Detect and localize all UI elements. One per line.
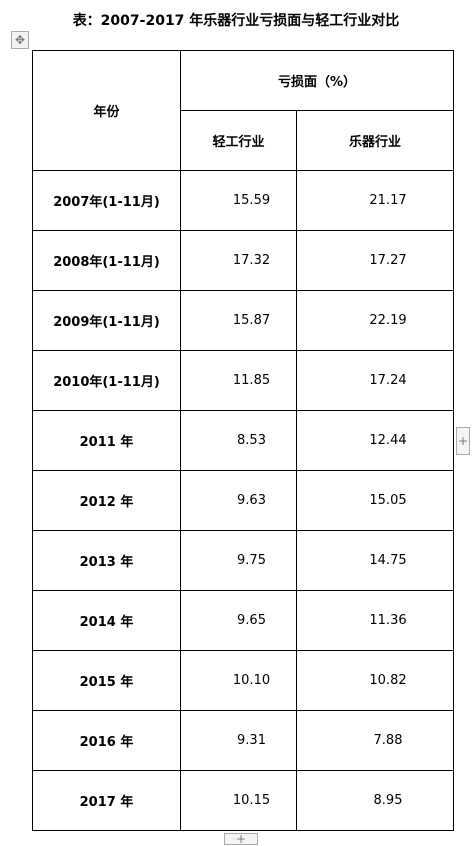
header-column: 乐器行业: [296, 110, 454, 171]
table-row: 2017 年 10.15 8.95: [32, 770, 454, 831]
year-cell: 2013 年: [32, 530, 181, 591]
year-cell: 2016 年: [32, 710, 181, 771]
value-cell: 8.95: [296, 770, 454, 831]
value-cell: 9.75: [180, 530, 297, 591]
table-row: 2013 年 9.75 14.75: [32, 530, 454, 591]
header-year: 年份: [32, 50, 181, 171]
table-row: 2011 年 8.53 12.44: [32, 410, 454, 471]
value-cell: 8.53: [180, 410, 297, 471]
table-row: 2007年(1-11月) 15.59 21.17: [32, 170, 454, 231]
header-column: 轻工行业: [180, 110, 297, 171]
value-cell: 14.75: [296, 530, 454, 591]
move-handle[interactable]: ✥: [11, 31, 29, 49]
value-cell: 12.44: [296, 410, 454, 471]
year-cell: 2007年(1-11月): [32, 170, 181, 231]
value-cell: 22.19: [296, 290, 454, 351]
table-row: 2012 年 9.63 15.05: [32, 470, 454, 531]
value-cell: 15.59: [180, 170, 297, 231]
table-row: 2016 年 9.31 7.88: [32, 710, 454, 771]
year-cell: 2009年(1-11月): [32, 290, 181, 351]
value-cell: 17.24: [296, 350, 454, 411]
value-cell: 17.32: [180, 230, 297, 291]
table-row: 2014 年 9.65 11.36: [32, 590, 454, 651]
data-table: 年份 亏损面（%） 轻工行业 乐器行业 2007年(1-11月) 15.59 21.…: [32, 50, 454, 831]
year-cell: 2008年(1-11月): [32, 230, 181, 291]
value-cell: 15.87: [180, 290, 297, 351]
year-cell: 2011 年: [32, 410, 181, 471]
value-cell: 11.36: [296, 590, 454, 651]
value-cell: 10.82: [296, 650, 454, 711]
year-cell: 2017 年: [32, 770, 181, 831]
value-cell: 9.63: [180, 470, 297, 531]
table-row: 2008年(1-11月) 17.32 17.27: [32, 230, 454, 291]
value-cell: 10.10: [180, 650, 297, 711]
year-cell: 2014 年: [32, 590, 181, 651]
value-cell: 9.31: [180, 710, 297, 771]
year-cell: 2012 年: [32, 470, 181, 531]
table-row: 2015 年 10.10 10.82: [32, 650, 454, 711]
value-cell: 17.27: [296, 230, 454, 291]
value-cell: 21.17: [296, 170, 454, 231]
year-cell: 2015 年: [32, 650, 181, 711]
header-group: 亏损面（%）: [180, 50, 454, 111]
table-title: 表：2007-2017 年乐器行业亏损面与轻工行业对比: [72, 13, 400, 29]
value-cell: 11.85: [180, 350, 297, 411]
value-cell: 15.05: [296, 470, 454, 531]
value-cell: 10.15: [180, 770, 297, 831]
table-row: 2009年(1-11月) 15.87 22.19: [32, 290, 454, 351]
year-cell: 2010年(1-11月): [32, 350, 181, 411]
value-cell: 9.65: [180, 590, 297, 651]
add-row-button[interactable]: +: [224, 833, 258, 845]
table-row: 2010年(1-11月) 11.85 17.24: [32, 350, 454, 411]
add-column-button[interactable]: +: [456, 427, 470, 455]
value-cell: 7.88: [296, 710, 454, 771]
